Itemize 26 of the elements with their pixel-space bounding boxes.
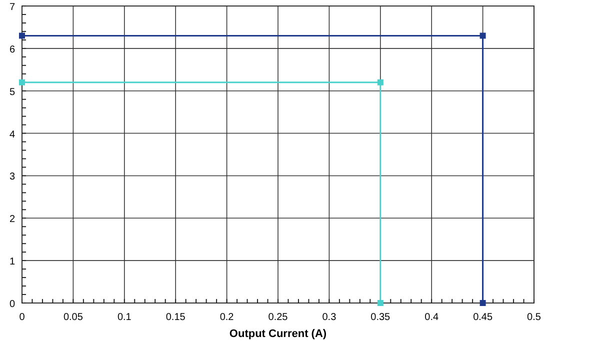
point xyxy=(480,300,486,306)
x-tick-label: 0.35 xyxy=(370,312,391,323)
x-axis-title: Output Current (A) xyxy=(229,328,327,340)
x-tick-label: 0 xyxy=(19,312,26,323)
point xyxy=(480,32,486,39)
y-tick-label: 3 xyxy=(9,172,16,183)
x-tick-label: 0.25 xyxy=(268,312,288,323)
y-tick-label: 5 xyxy=(9,86,16,98)
y-tick-label: 0 xyxy=(9,299,16,310)
x-tick-label: 0.05 xyxy=(63,312,84,323)
point xyxy=(19,79,25,86)
point xyxy=(377,79,384,86)
y-tick-label: 6 xyxy=(9,44,16,56)
x-tick-label: 0.5 xyxy=(527,312,542,323)
x-tick-label: 0.3 xyxy=(322,312,337,323)
point xyxy=(19,32,25,39)
x-tick-label: 0.45 xyxy=(473,312,493,323)
x-tick-label: 0.1 xyxy=(117,312,132,323)
y-tick-label: 7 xyxy=(9,2,16,13)
x-tick-label: 0.2 xyxy=(220,312,234,323)
x-tick-label: 0.15 xyxy=(166,312,186,323)
y-tick-label: 2 xyxy=(9,214,16,226)
point xyxy=(377,300,384,306)
y-tick-label: 1 xyxy=(9,256,16,268)
x-tick-label: 0.4 xyxy=(424,312,439,323)
y-tick-label: 4 xyxy=(9,129,16,140)
